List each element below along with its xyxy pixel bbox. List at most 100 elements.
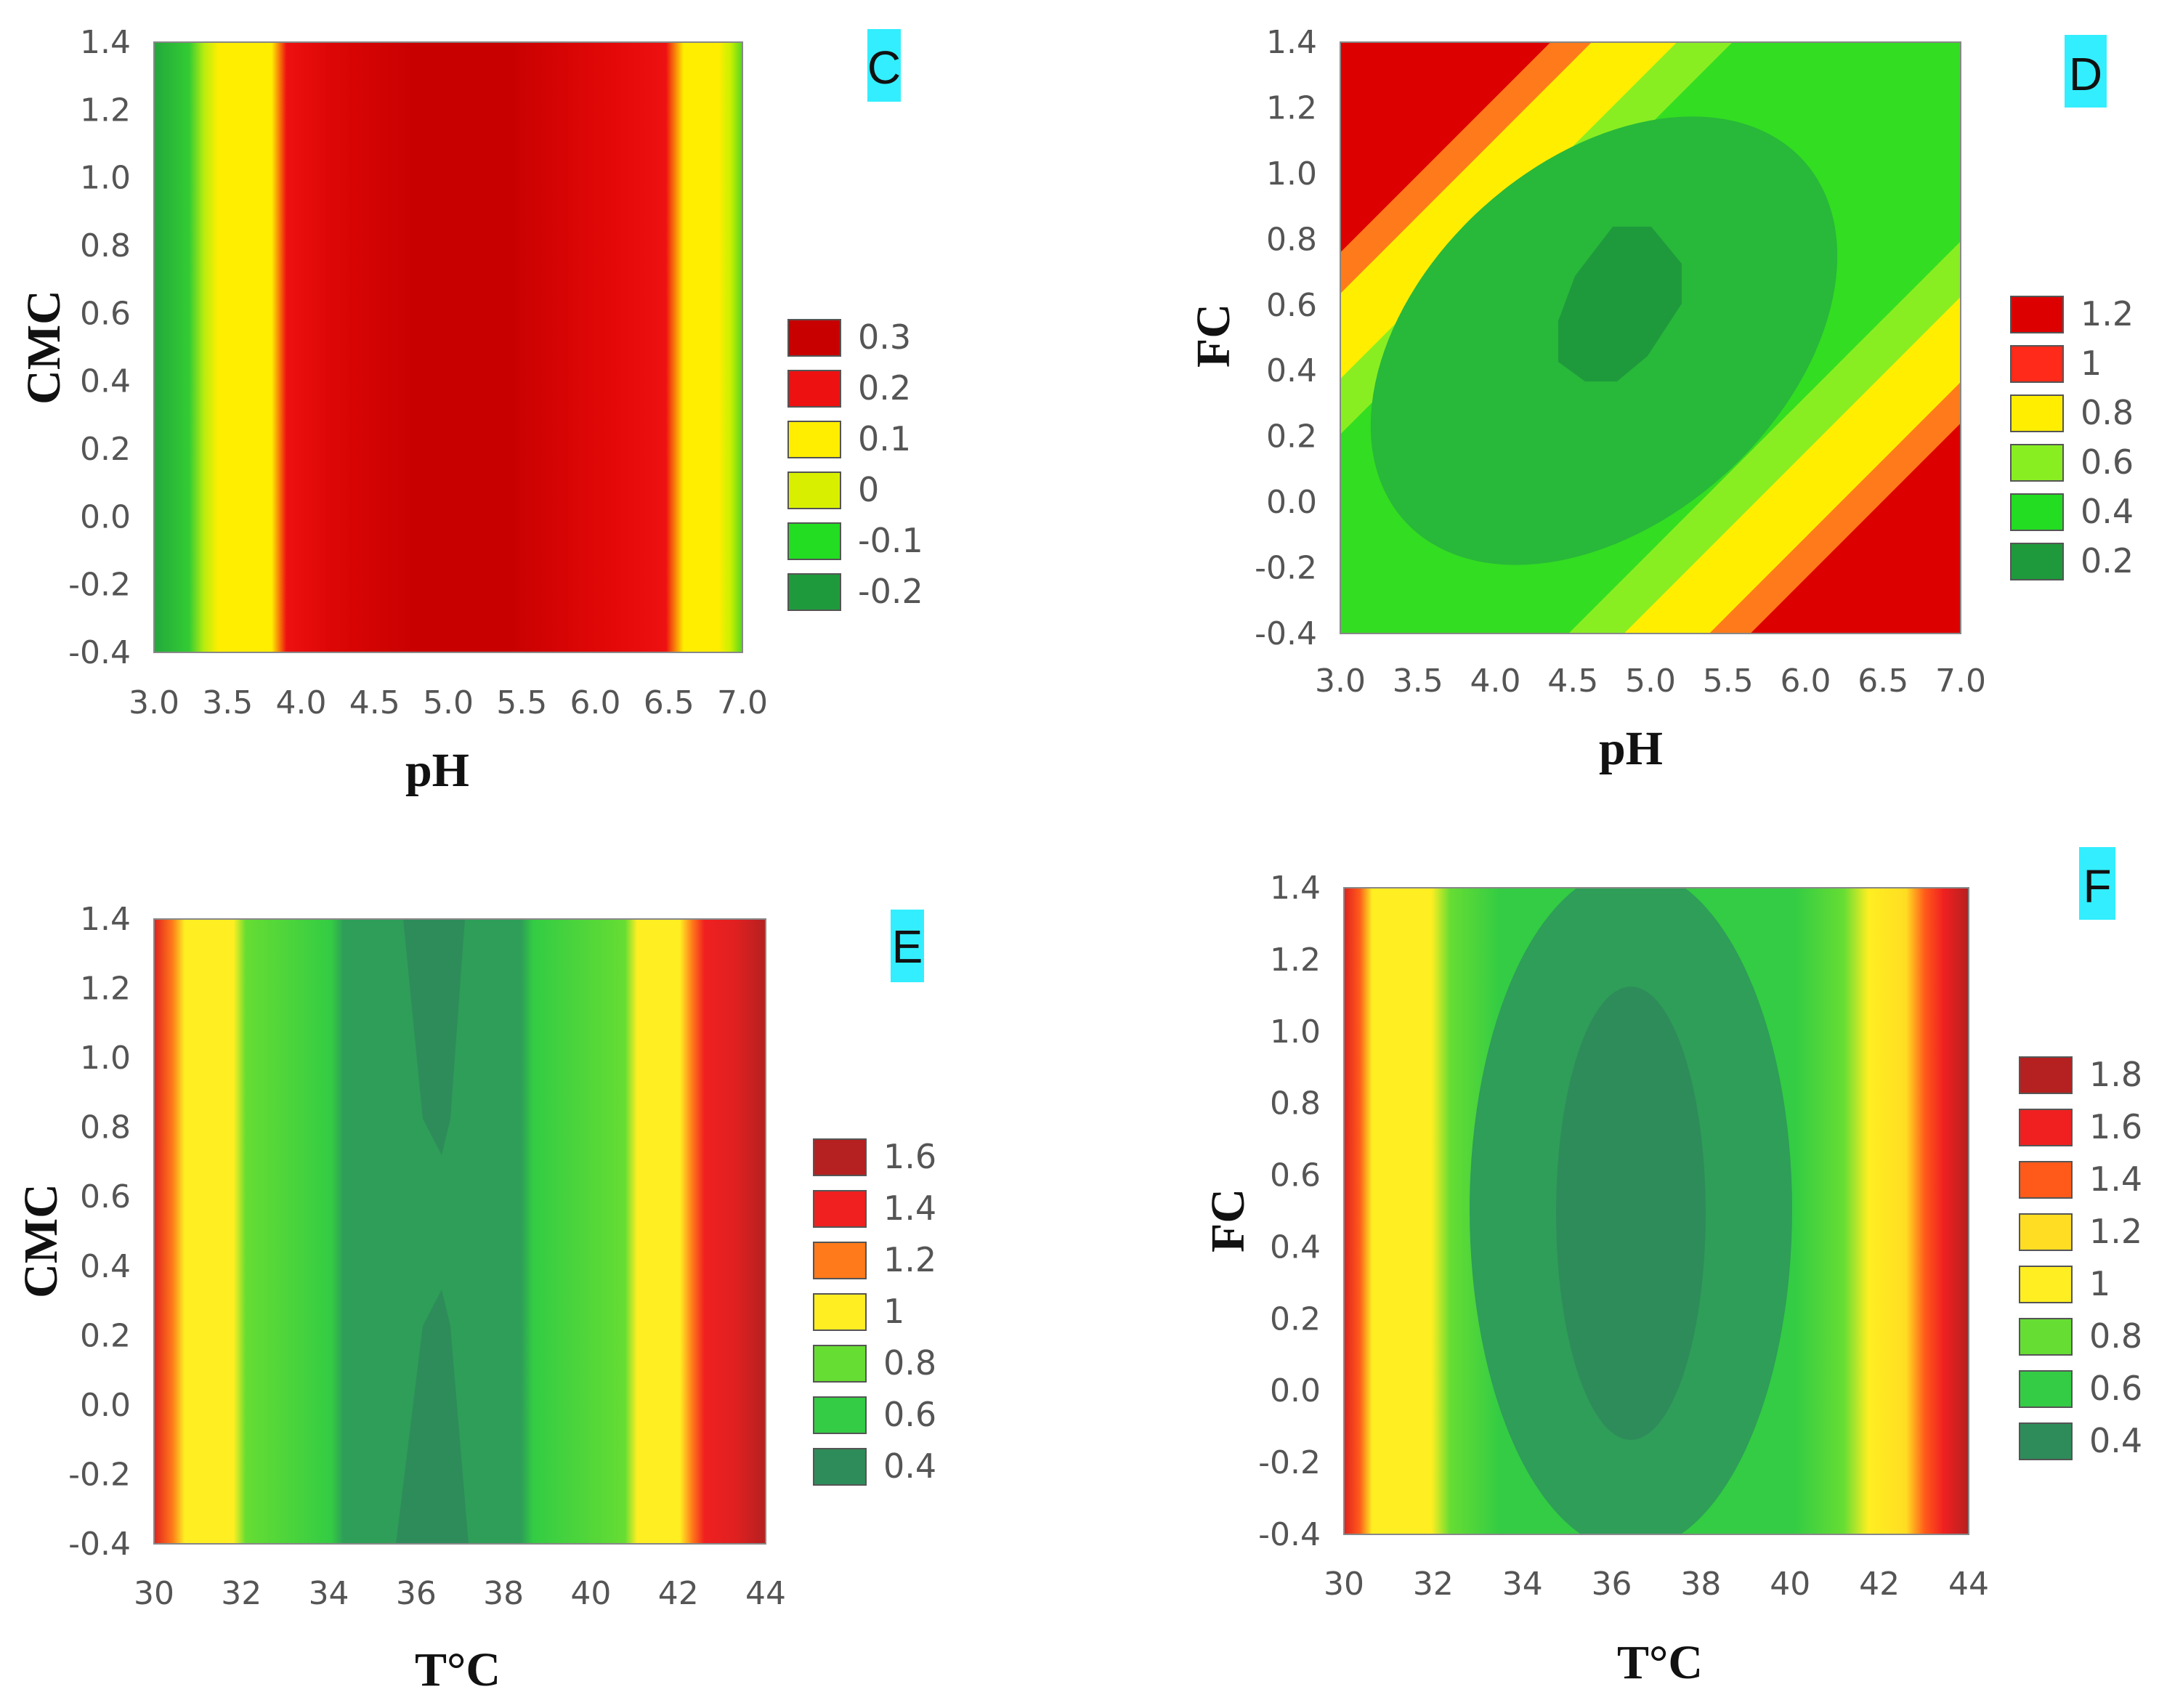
panel-f-x-tick-label: 44 [1948,1566,1989,1603]
panel-d-x-tick-label: 5.0 [1625,663,1676,700]
panel-c-ylabel: CMC [17,290,70,405]
panel-d-tag: D [2069,48,2102,100]
panel-f-x-tick-label: 40 [1770,1566,1810,1603]
panel-c-plot-frame [153,41,743,653]
panel-c-tag: C [867,41,901,94]
panel-d-y-tick-label: 0.0 [1266,484,1317,521]
panel-e-y-tick-label: -0.4 [68,1526,131,1563]
panel-d-x-tick-label: 3.5 [1393,663,1443,700]
panel-d-x-tick-label: 7.0 [1935,663,1986,700]
panel-f-y-tick-label: 0.6 [1270,1157,1321,1194]
panel-f-x-tick-label: 32 [1413,1566,1454,1603]
panel-d-y-tick-label: -0.2 [1255,550,1317,587]
panel-f-legend-swatch [2019,1318,2073,1356]
panel-e-ticks: 30 32 34 36 38 40 42 44 1.4 1.2 1.0 0.8 0.6 0.4 0.2 0.0… [68,901,786,1612]
panel-e-legend-label: 0.6 [883,1395,936,1434]
panel-d-y-tick-label: 0.2 [1266,418,1317,456]
panel-f-x-tick-label: 34 [1502,1566,1543,1603]
panel-f-x-tick-label: 30 [1324,1566,1364,1603]
panel-e-legend-label: 1 [883,1292,904,1331]
panel-d: 3.0 3.5 4.0 4.5 5.0 5.5 6.0 6.5 7.0 1.4 1.2 1.0 0.8 0… [1187,24,2134,775]
panel-f-frame-cover-bottom [1344,1534,1969,1563]
panel-c-x-tick-label: 7.0 [717,684,768,721]
panel-c-legend-swatch [787,421,841,458]
panel-f-frame-cover [1344,850,1969,888]
panel-f-legend-label: 1.2 [2089,1212,2142,1251]
panel-e-legend-label: 1.6 [883,1137,936,1176]
panel-c-legend-swatch [787,573,841,611]
panel-d-ylabel: FC [1187,304,1240,368]
panel-c-legend: 0.3 0.2 0.1 0 -0.1 -0.2 [787,317,923,611]
panel-d-x-tick-label: 6.5 [1858,663,1908,700]
panel-e-y-tick-label: 0.2 [80,1317,131,1354]
panel-e-legend-swatch [813,1396,867,1434]
panel-d-x-tick-label: 3.0 [1315,663,1366,700]
panel-c-y-tick-label: 0.2 [80,431,131,468]
panel-e-x-tick-label: 42 [658,1575,699,1612]
panel-f-x-tick-label: 36 [1592,1566,1632,1603]
panel-d-y-tick-label: 1.4 [1266,24,1317,61]
panel-e-legend-label: 1.2 [883,1240,936,1279]
panel-c-legend-label: 0.2 [858,368,911,408]
panel-d-legend: 1.2 1 0.8 0.6 0.4 0.2 [2010,294,2134,580]
panel-f-y-tick-label: 0.8 [1270,1085,1321,1122]
panel-c-x-tick-label: 3.5 [202,684,253,721]
panel-f-y-tick-label: 0.4 [1270,1229,1321,1266]
panel-e-plot-frame [153,918,766,1545]
panel-d-legend-swatch [2010,444,2064,482]
panel-c-ticks: 3.0 3.5 4.0 4.5 5.0 5.5 6.0 6.5 7.0 1.4 1.2 1.0 0.8 0… [68,24,768,721]
panel-c-legend-label: -0.1 [858,521,923,560]
panel-e-x-tick-label: 40 [570,1575,611,1612]
panel-e-legend-swatch [813,1190,867,1228]
panel-c-legend-label: 0.3 [858,317,911,357]
panel-d-y-tick-label: 0.8 [1266,221,1317,258]
panel-f-legend-swatch [2019,1161,2073,1199]
panel-d-legend-swatch [2010,493,2064,531]
panel-c-y-tick-label: 0.6 [80,295,131,332]
panel-f: 30 32 34 36 38 40 42 44 1.4 1.2 1.0 0.8 0.6 0.4 0.2 0.0… [1202,847,2142,1689]
panel-f-legend-swatch [2019,1370,2073,1408]
panel-c-y-tick-label: -0.2 [68,567,131,604]
panel-f-legend: 1.8 1.6 1.4 1.2 1 0.8 0.6 0.4 [2019,1055,2142,1460]
panel-d-ticks: 3.0 3.5 4.0 4.5 5.0 5.5 6.0 6.5 7.0 1.4 1.2 1.0 0.8 0… [1255,24,1986,700]
panel-f-ylabel: FC [1202,1189,1255,1252]
panel-f-legend-swatch [2019,1109,2073,1146]
panel-e-tag: E [892,920,923,973]
panel-d-x-tick-label: 5.5 [1703,663,1754,700]
panel-c-y-tick-label: 1.4 [80,24,131,61]
panel-f-tag: F [2083,860,2111,912]
panel-f-y-tick-label: 1.2 [1270,942,1321,979]
panel-c-x-tick-label: 4.0 [276,684,327,721]
panel-f-legend-label: 1.6 [2089,1107,2142,1146]
panel-c-legend-label: -0.2 [858,572,923,611]
panel-f-x-tick-label: 38 [1680,1566,1721,1603]
panel-f-legend-label: 0.6 [2089,1369,2142,1408]
panel-f-legend-label: 0.8 [2089,1316,2142,1356]
panel-d-legend-label: 0.2 [2081,541,2134,580]
panel-f-legend-label: 1 [2089,1264,2110,1303]
panel-d-y-tick-label: 0.6 [1266,287,1317,324]
panel-d-y-tick-label: 0.4 [1266,352,1317,389]
panel-f-y-tick-label: -0.4 [1258,1516,1321,1553]
panel-f-legend-label: 1.8 [2089,1055,2142,1094]
panel-d-legend-label: 0.6 [2081,442,2134,482]
panel-c-contour-field [154,42,742,652]
panel-e-x-tick-label: 36 [396,1575,437,1612]
panel-e-legend-label: 0.4 [883,1446,936,1486]
panel-d-plot-frame [1340,41,1961,634]
panel-c-legend-swatch [787,522,841,560]
panel-f-xlabel: T°C [1617,1636,1703,1689]
panel-f-legend-swatch [2019,1266,2073,1303]
panel-e-x-tick-label: 32 [221,1575,262,1612]
panel-c-y-tick-label: 1.0 [80,160,131,197]
panel-f-ticks: 30 32 34 36 38 40 42 44 1.4 1.2 1.0 0.8 0.6 0.4 0.2 0.0… [1258,870,1989,1603]
panel-d-xlabel: pH [1599,722,1663,775]
panel-c-x-tick-label: 3.0 [129,684,179,721]
panel-f-y-tick-label: 0.2 [1270,1300,1321,1337]
panel-d-legend-label: 1 [2081,344,2102,383]
panel-c-xlabel: pH [405,744,469,797]
panel-d-y-tick-label: 1.0 [1266,155,1317,193]
panel-e-xlabel: T°C [415,1643,501,1696]
panel-f-legend-label: 0.4 [2089,1421,2142,1460]
